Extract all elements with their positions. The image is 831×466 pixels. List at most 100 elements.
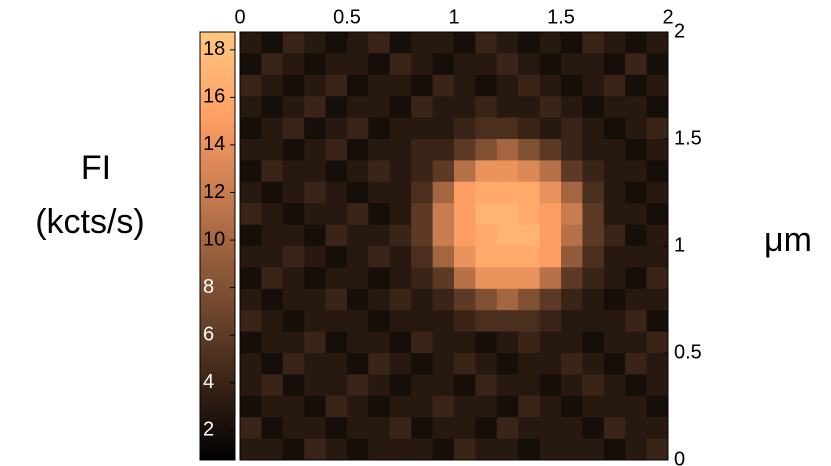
heat-cell	[582, 181, 605, 204]
heat-cell	[411, 246, 434, 268]
heat-cell	[496, 353, 519, 375]
heat-cell	[454, 353, 476, 375]
heat-cell	[518, 438, 541, 461]
heat-cell	[261, 160, 284, 183]
heat-cell	[282, 267, 305, 290]
heat-cell	[561, 395, 583, 418]
heat-cell	[454, 310, 476, 333]
heat-cell	[475, 160, 498, 183]
heat-cell	[411, 96, 434, 119]
heat-cell	[625, 267, 648, 290]
colorbar-tick-label: 18	[203, 38, 225, 60]
heat-cell	[518, 181, 541, 204]
heat-cell	[454, 139, 476, 161]
heat-cell	[304, 117, 327, 140]
heat-cell	[325, 417, 348, 440]
heat-cell	[561, 331, 583, 354]
heat-cell	[347, 224, 369, 247]
heat-cell	[518, 53, 541, 76]
heat-cell	[646, 203, 669, 226]
heat-cell	[561, 224, 583, 247]
heat-cell	[518, 224, 541, 247]
heat-cell	[582, 246, 605, 268]
heat-cell	[561, 246, 583, 268]
heat-cell	[454, 181, 476, 204]
heat-cell	[646, 117, 669, 140]
heat-cell	[561, 181, 583, 204]
heat-cell	[561, 374, 583, 397]
heat-cell	[646, 139, 669, 161]
heat-cell	[561, 74, 583, 97]
heat-cell	[625, 74, 648, 97]
heat-cell	[432, 203, 455, 226]
heat-cell	[539, 53, 562, 76]
heat-cell	[240, 417, 262, 440]
heat-cell	[304, 246, 327, 268]
heat-cell	[454, 331, 476, 354]
heat-cell	[347, 74, 369, 97]
heat-cell	[325, 224, 348, 247]
heat-cell	[518, 288, 541, 311]
heat-cell	[539, 417, 562, 440]
heat-cell	[475, 224, 498, 247]
heat-cell	[518, 203, 541, 226]
heat-cell	[282, 32, 305, 54]
heat-cell	[475, 395, 498, 418]
heat-cell	[325, 96, 348, 119]
heat-cell	[368, 288, 391, 311]
heat-cell	[603, 246, 626, 268]
heat-cell	[347, 374, 369, 397]
heat-cell	[240, 224, 262, 247]
heat-cell	[240, 246, 262, 268]
heat-cell	[646, 160, 669, 183]
heat-cell	[368, 353, 391, 375]
heat-cell	[389, 139, 412, 161]
heat-cell	[518, 331, 541, 354]
heat-cell	[646, 32, 669, 54]
heat-cell	[282, 353, 305, 375]
heat-cell	[625, 117, 648, 140]
heat-cell	[603, 74, 626, 97]
heat-cell	[261, 139, 284, 161]
heat-cell	[368, 32, 391, 54]
heat-cell	[240, 203, 262, 226]
heat-cell	[240, 374, 262, 397]
heat-cell	[411, 374, 434, 397]
heat-cell	[325, 74, 348, 97]
heat-cell	[475, 32, 498, 54]
heat-cell	[561, 53, 583, 76]
heat-cell	[625, 438, 648, 461]
heat-cell	[496, 74, 519, 97]
heat-cell	[304, 96, 327, 119]
heat-cell	[496, 310, 519, 333]
heat-cell	[347, 246, 369, 268]
heat-cell	[261, 395, 284, 418]
heat-cell	[282, 160, 305, 183]
heat-cell	[561, 32, 583, 54]
heat-cell	[389, 288, 412, 311]
heat-cell	[282, 224, 305, 247]
heat-cell	[304, 53, 327, 76]
heat-cell	[240, 74, 262, 97]
heat-cell	[240, 267, 262, 290]
heat-cell	[625, 224, 648, 247]
heat-cell	[325, 310, 348, 333]
heat-cell	[411, 288, 434, 311]
heat-cell	[432, 267, 455, 290]
heat-cell	[646, 417, 669, 440]
heat-cell	[389, 374, 412, 397]
heat-cell	[518, 395, 541, 418]
heat-cell	[496, 267, 519, 290]
heat-cell	[389, 417, 412, 440]
heat-cell	[475, 417, 498, 440]
heat-cell	[454, 160, 476, 183]
heat-cell	[261, 224, 284, 247]
heat-cell	[518, 246, 541, 268]
heat-cell	[454, 203, 476, 226]
heat-cell	[561, 310, 583, 333]
heat-cell	[561, 353, 583, 375]
heat-cell	[603, 203, 626, 226]
heat-cell	[496, 374, 519, 397]
heat-cell	[582, 374, 605, 397]
heat-cell	[539, 32, 562, 54]
